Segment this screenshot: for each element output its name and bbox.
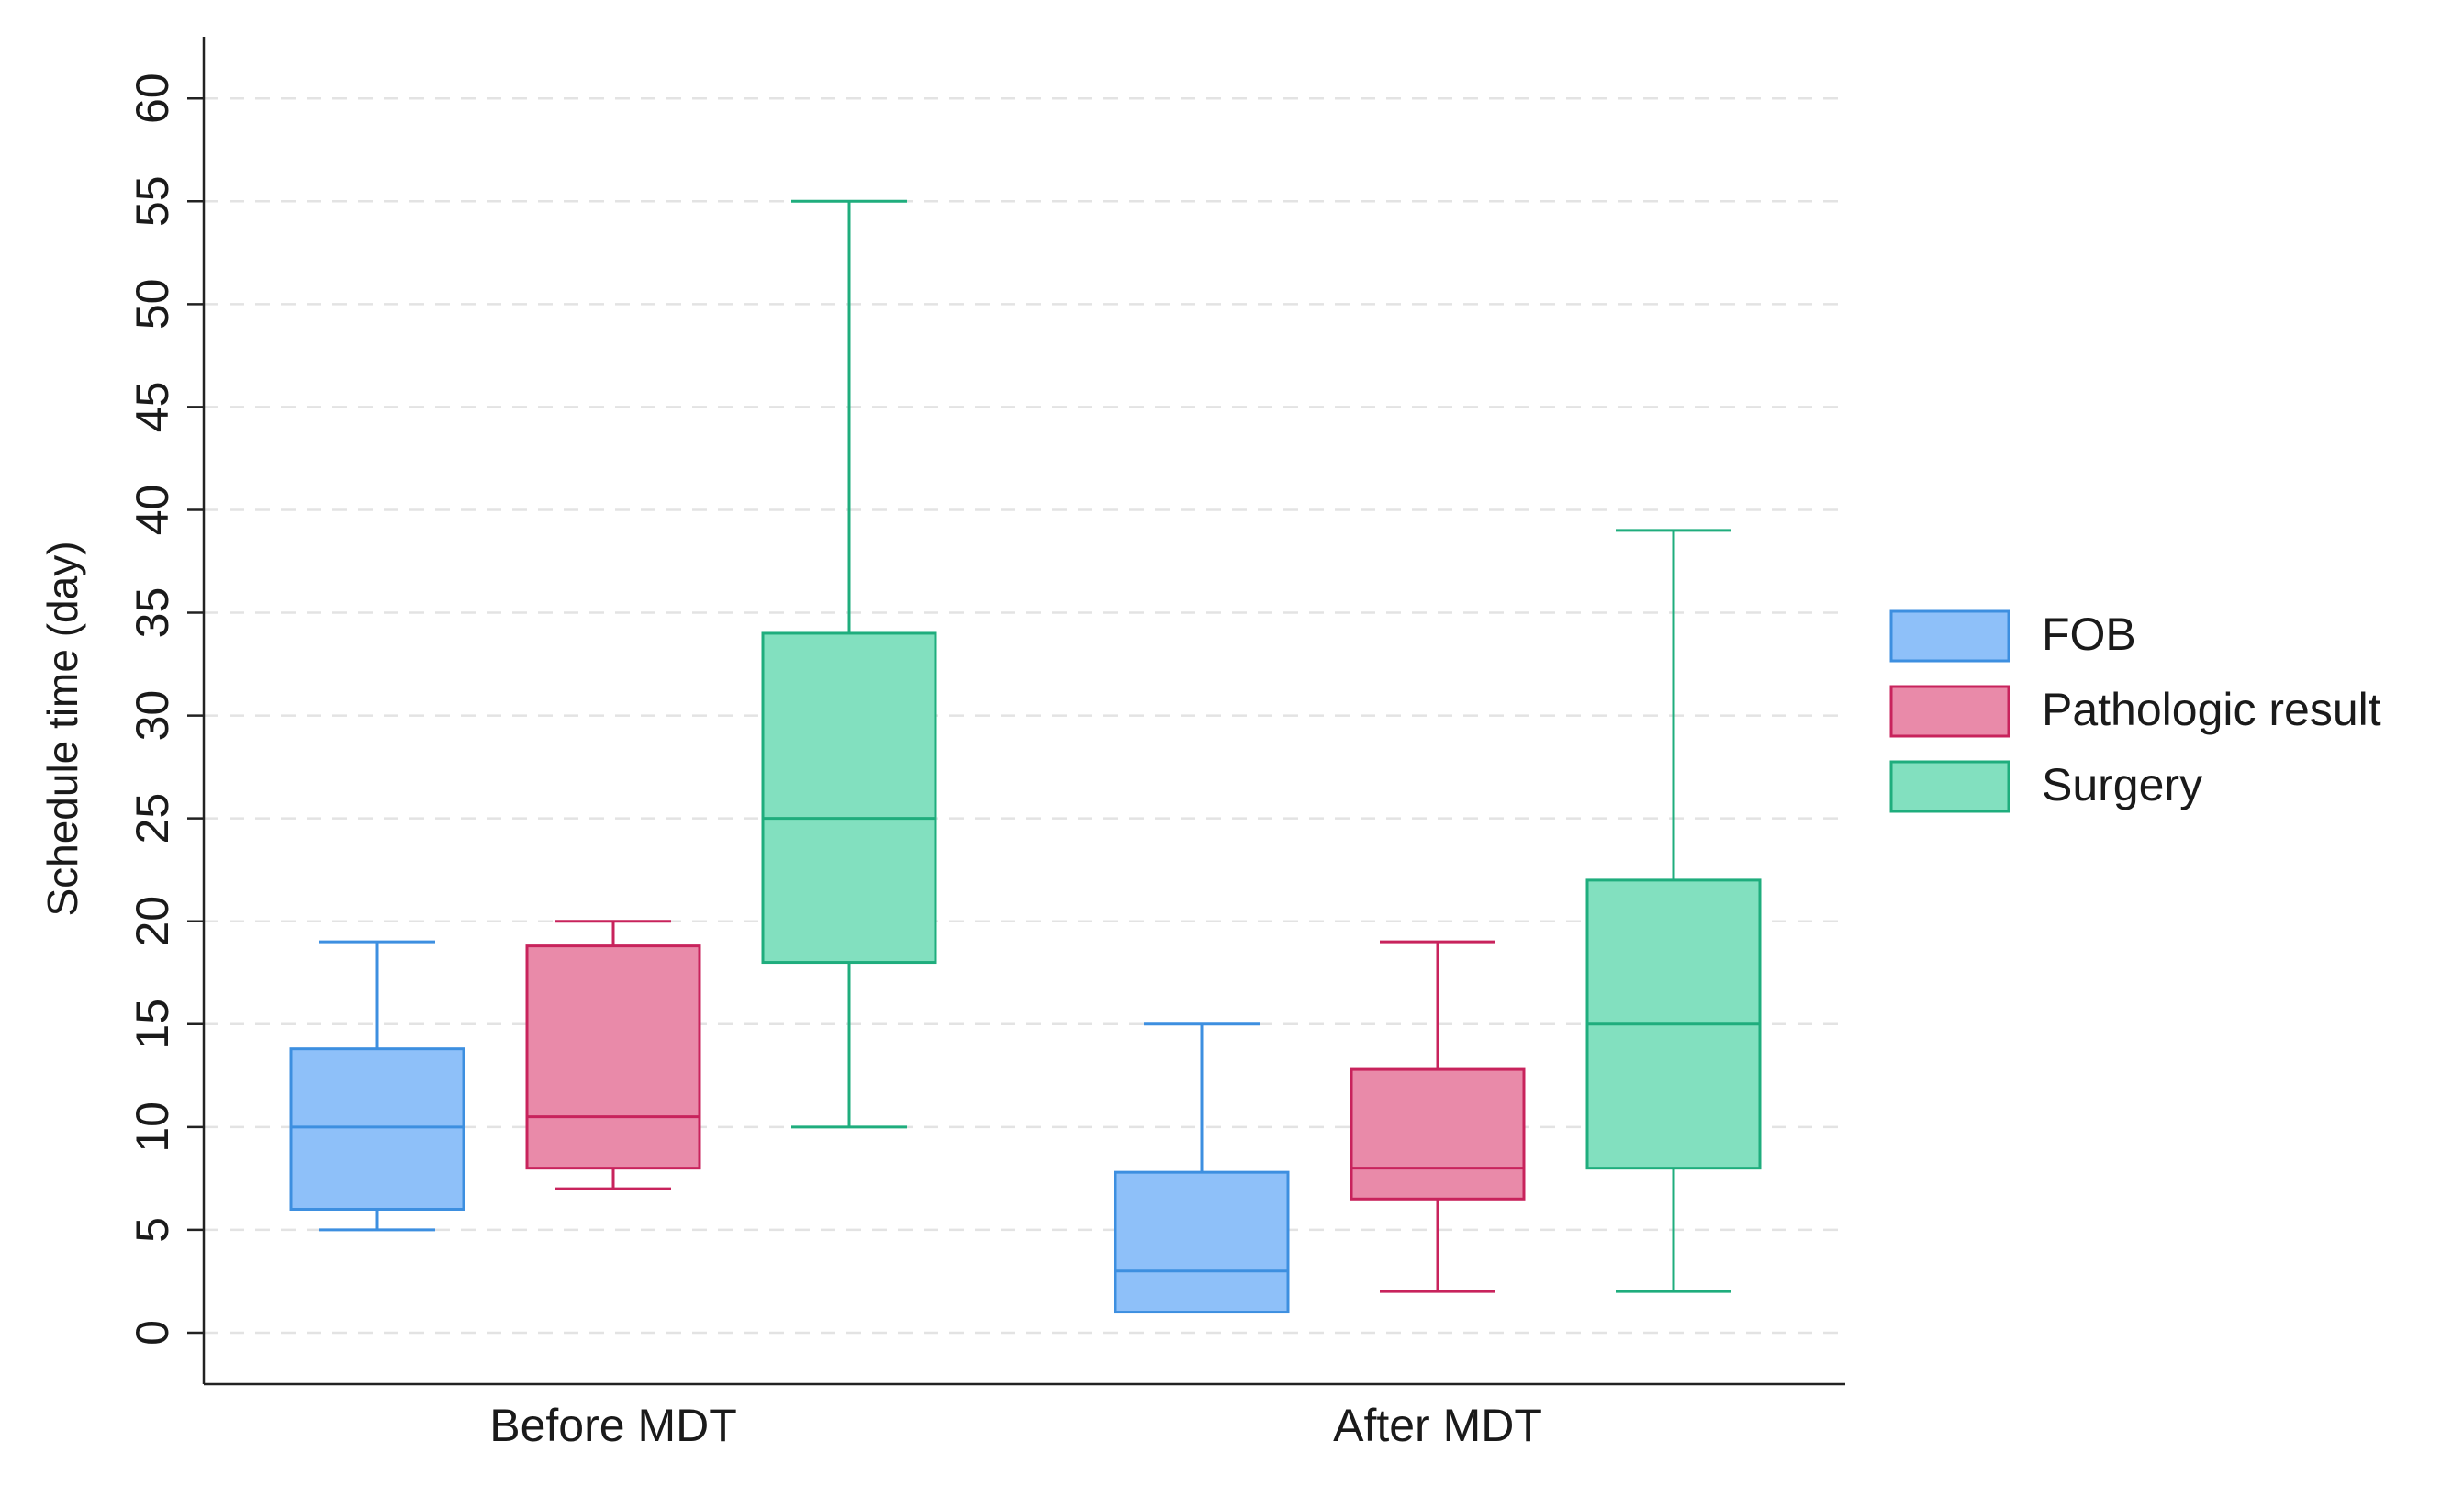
box-surgery-1 xyxy=(1585,529,1762,1293)
axes: 0 5 10 15 20 25 30 35 40 45 50 55 60 Schedule time (d… xyxy=(39,37,1845,1451)
legend: FOB Pathologic result Surgery xyxy=(1889,609,2381,813)
y-tick-label: 35 xyxy=(127,587,178,639)
legend-label: FOB xyxy=(2042,609,2136,660)
box-iqr xyxy=(289,1047,465,1211)
box-fob-1 xyxy=(1114,1022,1290,1314)
x-tick-label: After MDT xyxy=(1333,1400,1542,1451)
legend-swatch xyxy=(1889,609,2010,663)
y-tick-label: 50 xyxy=(127,279,178,330)
legend-swatch xyxy=(1889,685,2010,738)
box-pathologic-result-1 xyxy=(1350,940,1526,1293)
y-tick-label: 30 xyxy=(127,690,178,742)
y-tick-label: 0 xyxy=(127,1320,178,1346)
y-tick-label: 55 xyxy=(127,175,178,227)
plot-area xyxy=(289,199,1762,1314)
box-iqr xyxy=(525,944,701,1170)
y-tick-label: 15 xyxy=(127,999,178,1050)
legend-label: Pathologic result xyxy=(2042,684,2381,735)
y-tick-label: 5 xyxy=(127,1217,178,1243)
y-tick-label: 45 xyxy=(127,382,178,433)
y-tick-label: 40 xyxy=(127,485,178,536)
gridlines xyxy=(204,96,1845,1335)
legend-swatch xyxy=(1889,760,2010,813)
box-surgery-0 xyxy=(761,199,937,1129)
y-tick-label: 60 xyxy=(127,73,178,124)
y-axis-label: Schedule time (day) xyxy=(39,541,86,916)
legend-label: Surgery xyxy=(2042,759,2202,810)
y-tick-label: 10 xyxy=(127,1101,178,1153)
y-tick-label: 20 xyxy=(127,896,178,947)
box-pathologic-result-0 xyxy=(525,920,701,1190)
box-fob-0 xyxy=(289,940,465,1232)
box-iqr xyxy=(1350,1067,1526,1201)
y-tick-label: 25 xyxy=(127,793,178,844)
box-iqr xyxy=(761,631,937,965)
box-iqr xyxy=(1114,1170,1290,1314)
x-tick-label: Before MDT xyxy=(489,1400,737,1451)
